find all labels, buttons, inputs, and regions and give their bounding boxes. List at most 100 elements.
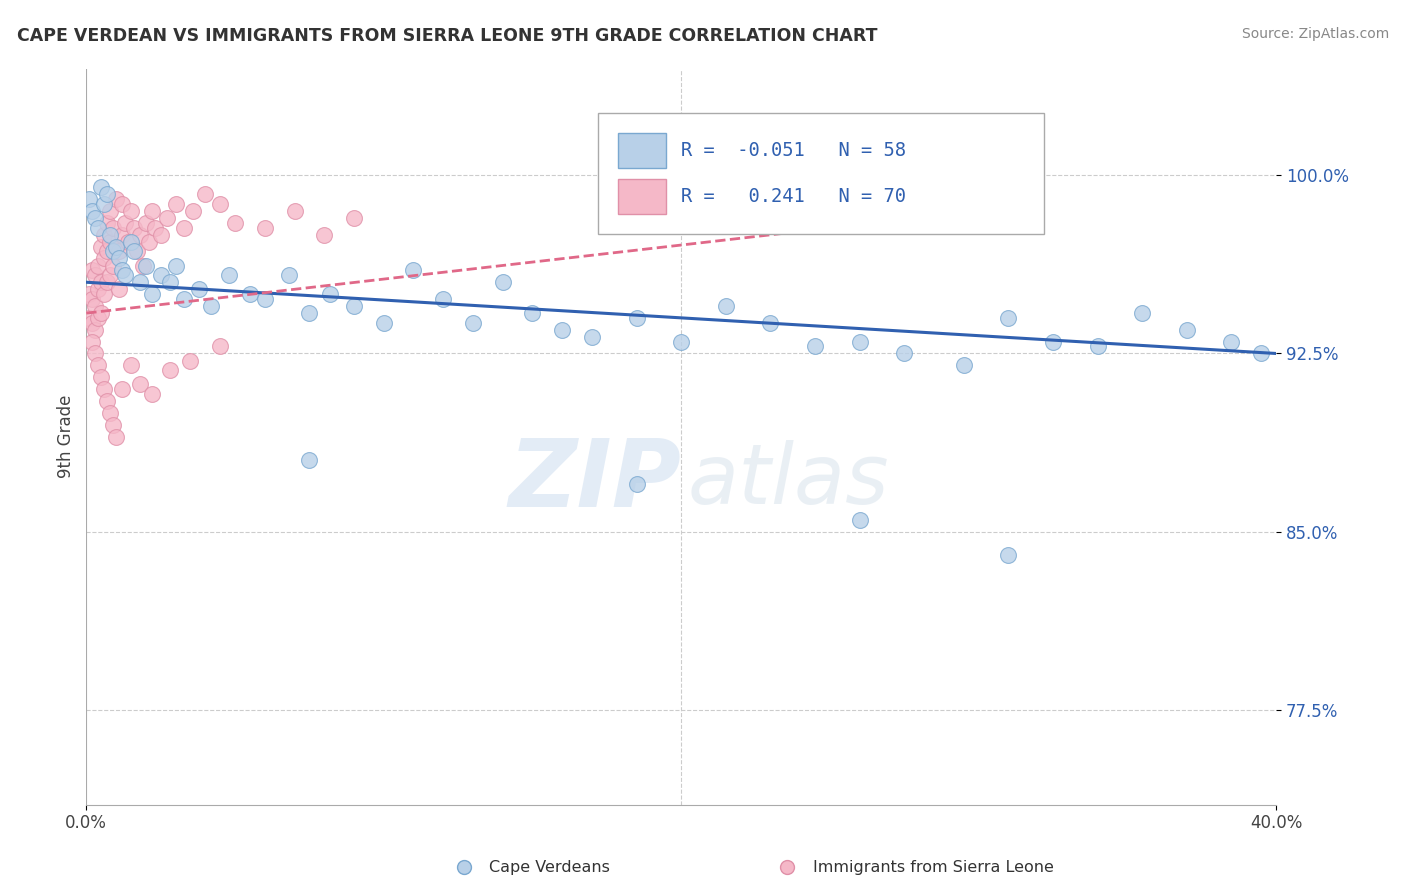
Point bbox=[93, 197, 115, 211]
Point bbox=[93, 252, 115, 266]
Point bbox=[759, 316, 782, 330]
Text: atlas: atlas bbox=[688, 441, 889, 521]
Point bbox=[194, 187, 217, 202]
Point bbox=[997, 549, 1019, 563]
Point bbox=[84, 346, 107, 360]
Point bbox=[82, 316, 104, 330]
Point bbox=[105, 192, 128, 206]
Point bbox=[200, 299, 222, 313]
Point bbox=[96, 394, 118, 409]
Point bbox=[551, 323, 574, 337]
Point bbox=[93, 287, 115, 301]
Point bbox=[96, 275, 118, 289]
Point bbox=[997, 310, 1019, 325]
Point bbox=[84, 299, 107, 313]
Point bbox=[96, 244, 118, 259]
Point bbox=[90, 180, 112, 194]
Point bbox=[96, 187, 118, 202]
Point bbox=[1250, 346, 1272, 360]
Point bbox=[402, 263, 425, 277]
Text: Cape Verdeans: Cape Verdeans bbox=[489, 860, 610, 874]
Text: R =   0.241   N = 70: R = 0.241 N = 70 bbox=[681, 187, 907, 206]
Point bbox=[461, 316, 484, 330]
Point bbox=[77, 287, 100, 301]
Point bbox=[82, 334, 104, 349]
Point bbox=[105, 239, 128, 253]
Point bbox=[253, 220, 276, 235]
Point bbox=[82, 292, 104, 306]
Point bbox=[283, 204, 305, 219]
Point bbox=[141, 204, 163, 219]
Point bbox=[128, 377, 150, 392]
Point bbox=[87, 220, 110, 235]
Point bbox=[373, 316, 395, 330]
Point bbox=[135, 216, 157, 230]
Point bbox=[188, 282, 211, 296]
Point bbox=[122, 244, 145, 259]
Point bbox=[87, 359, 110, 373]
Point bbox=[98, 406, 121, 420]
Point bbox=[114, 216, 136, 230]
Point bbox=[105, 429, 128, 443]
Point bbox=[135, 259, 157, 273]
Point bbox=[1042, 334, 1064, 349]
Point bbox=[149, 227, 172, 242]
Point bbox=[90, 275, 112, 289]
Point bbox=[714, 299, 737, 313]
Point bbox=[522, 306, 544, 320]
Point bbox=[141, 387, 163, 401]
Point bbox=[90, 370, 112, 384]
Point bbox=[96, 216, 118, 230]
Point bbox=[101, 259, 124, 273]
Bar bbox=[619, 133, 665, 168]
Text: Immigrants from Sierra Leone: Immigrants from Sierra Leone bbox=[813, 860, 1053, 874]
Point bbox=[98, 235, 121, 249]
Point bbox=[111, 382, 134, 396]
Point bbox=[90, 239, 112, 253]
Text: CAPE VERDEAN VS IMMIGRANTS FROM SIERRA LEONE 9TH GRADE CORRELATION CHART: CAPE VERDEAN VS IMMIGRANTS FROM SIERRA L… bbox=[17, 27, 877, 45]
Point bbox=[239, 287, 262, 301]
Point bbox=[165, 259, 187, 273]
Point bbox=[952, 359, 974, 373]
Point bbox=[93, 227, 115, 242]
Point bbox=[128, 275, 150, 289]
Point bbox=[77, 310, 100, 325]
Point bbox=[804, 339, 827, 353]
Point bbox=[165, 197, 187, 211]
Point bbox=[101, 417, 124, 432]
Point bbox=[84, 323, 107, 337]
Text: Source: ZipAtlas.com: Source: ZipAtlas.com bbox=[1241, 27, 1389, 41]
Point bbox=[111, 197, 134, 211]
Point bbox=[183, 204, 205, 219]
Point bbox=[149, 268, 172, 282]
Point bbox=[93, 382, 115, 396]
Y-axis label: 9th Grade: 9th Grade bbox=[58, 395, 75, 478]
Point bbox=[319, 287, 342, 301]
Point bbox=[179, 353, 201, 368]
Point bbox=[84, 268, 107, 282]
Point bbox=[298, 453, 321, 467]
Point bbox=[224, 216, 246, 230]
Point bbox=[82, 204, 104, 219]
Point bbox=[626, 310, 648, 325]
Point bbox=[209, 197, 232, 211]
Point bbox=[492, 275, 515, 289]
Point bbox=[141, 287, 163, 301]
Point bbox=[120, 204, 142, 219]
Point bbox=[669, 334, 692, 349]
Point bbox=[209, 339, 232, 353]
FancyBboxPatch shape bbox=[598, 112, 1045, 235]
Point bbox=[108, 244, 131, 259]
Point bbox=[173, 220, 195, 235]
Point bbox=[105, 239, 128, 253]
Point bbox=[114, 268, 136, 282]
Point bbox=[1220, 334, 1243, 349]
Point bbox=[117, 235, 139, 249]
Point bbox=[298, 306, 321, 320]
Text: R =  -0.051   N = 58: R = -0.051 N = 58 bbox=[681, 141, 907, 160]
Point bbox=[125, 244, 148, 259]
Text: ZIP: ZIP bbox=[509, 434, 681, 527]
Point bbox=[581, 330, 603, 344]
Point bbox=[128, 227, 150, 242]
Point bbox=[101, 244, 124, 259]
